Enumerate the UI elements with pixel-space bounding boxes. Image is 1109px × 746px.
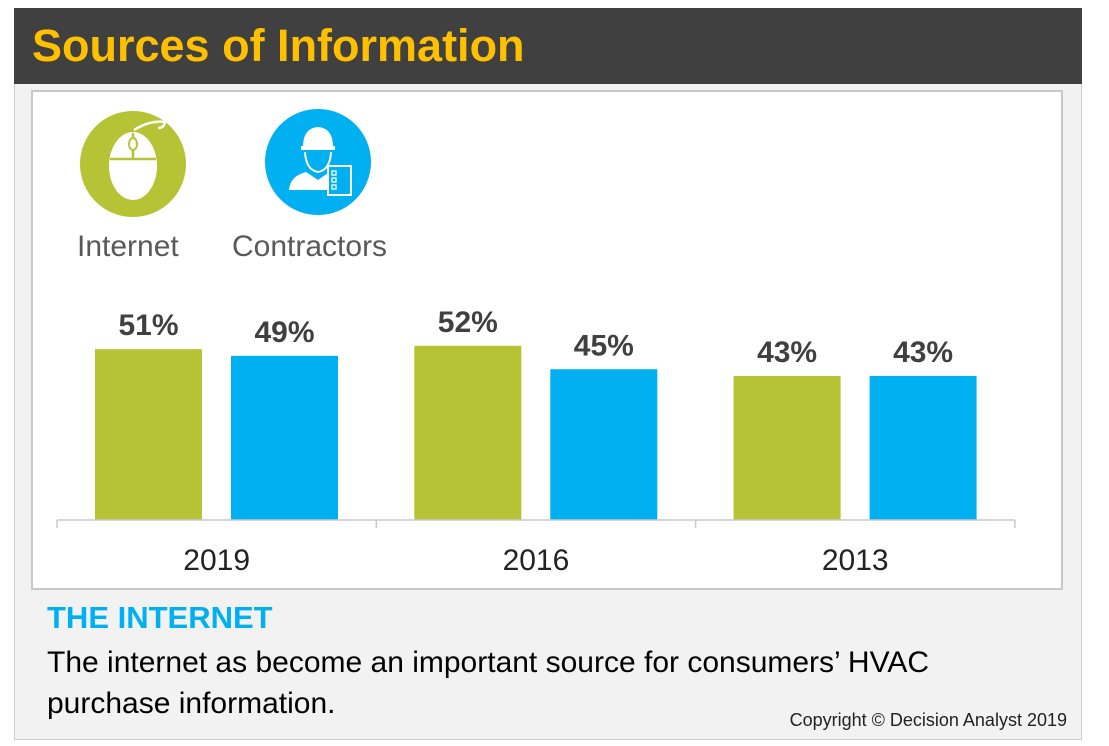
bar-contractors-2016 (550, 369, 658, 520)
bar-internet-2013 (733, 375, 841, 520)
bar-internet-2016 (414, 345, 522, 520)
contractor-hardhat-icon (265, 109, 371, 215)
data-label: 43% (757, 336, 817, 369)
section-body: The internet as become an important sour… (47, 646, 930, 720)
x-tick-label: 2013 (822, 544, 889, 577)
bar-contractors-2013 (869, 375, 977, 520)
copyright: Copyright © Decision Analyst 2019 (789, 710, 1067, 730)
x-tick-label: 2019 (183, 544, 250, 577)
bar-internet-2019 (95, 349, 202, 520)
section-heading: THE INTERNET (47, 600, 273, 635)
x-tick-label: 2016 (503, 544, 570, 577)
data-label: 45% (574, 329, 634, 362)
header-bar (14, 8, 1082, 84)
legend-label-internet: Internet (77, 230, 179, 263)
data-label: 49% (254, 316, 314, 349)
data-label: 43% (893, 336, 953, 369)
legend-label-contractors: Contractors (232, 230, 388, 263)
data-label: 52% (438, 306, 498, 339)
bar-contractors-2019 (231, 355, 338, 520)
computer-mouse-icon (80, 111, 186, 217)
data-label: 51% (118, 309, 178, 342)
page-title: Sources of Information (32, 20, 525, 71)
